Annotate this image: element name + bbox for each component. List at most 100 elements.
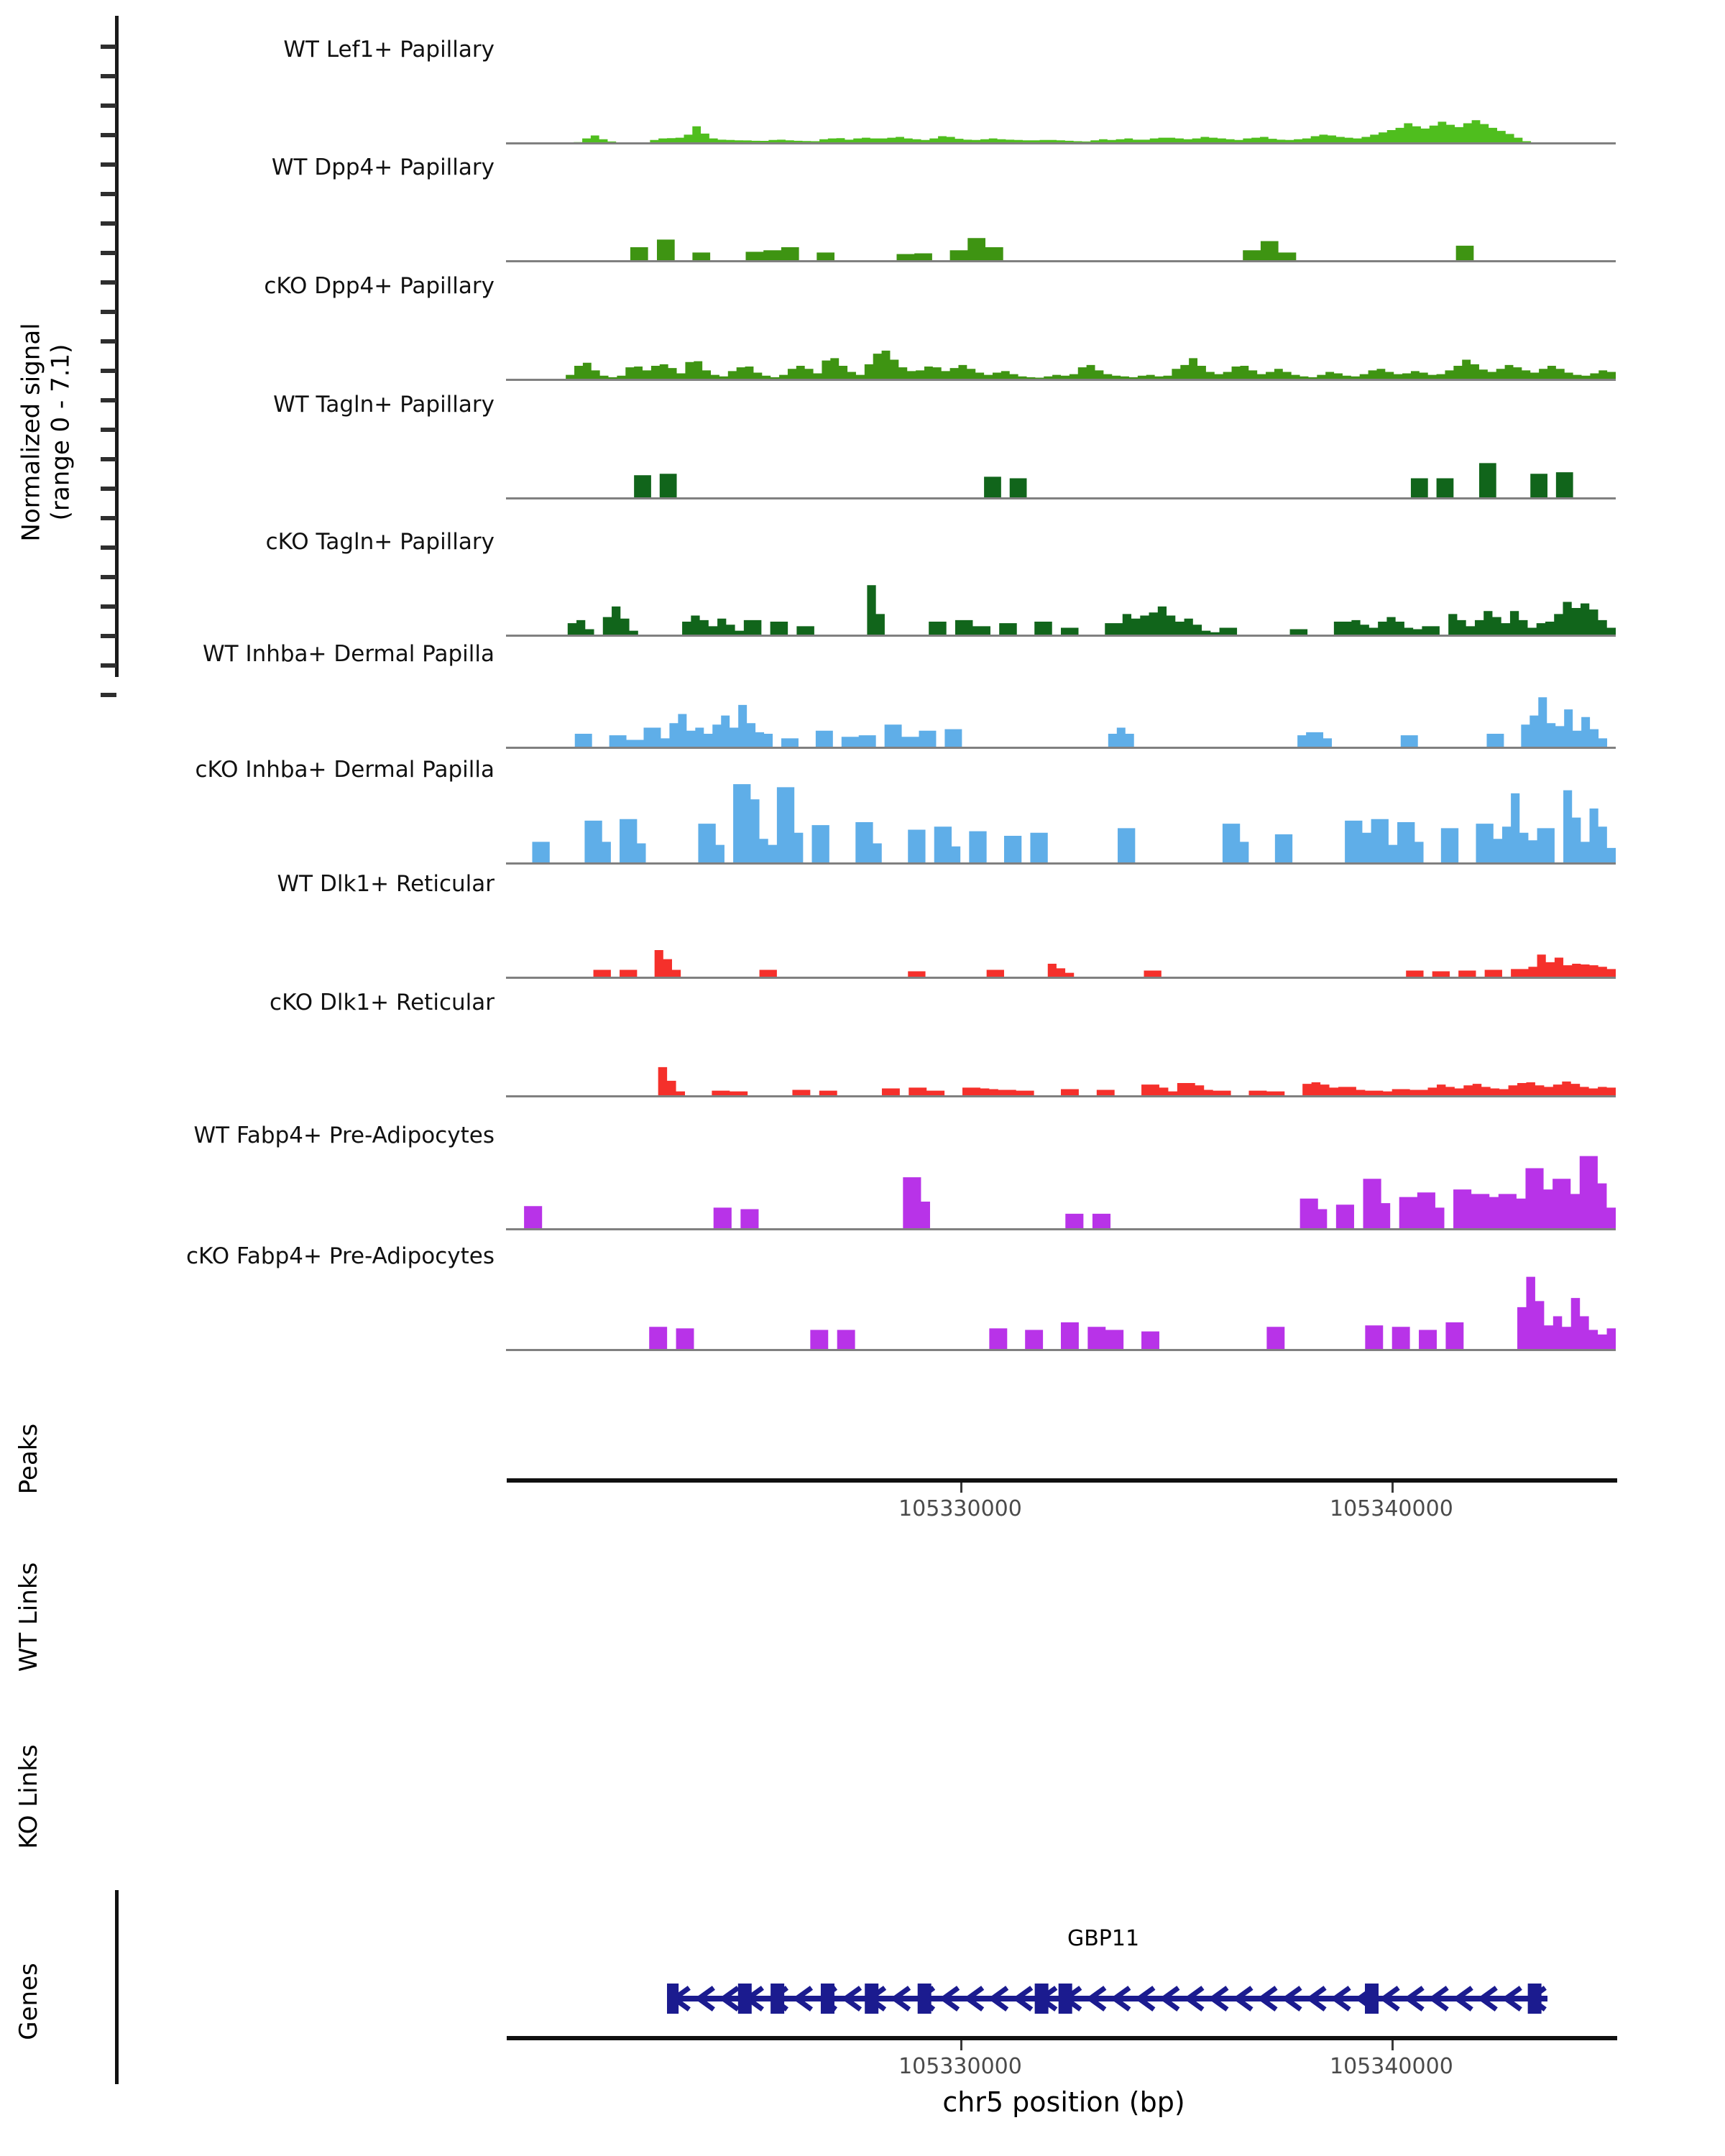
y-axis-tick: [101, 103, 116, 108]
gene-strand-arrow: [1427, 1986, 1449, 2012]
track-baseline: [506, 142, 1616, 144]
track-label: WT Inhba+ Dermal Papilla: [203, 641, 494, 667]
coverage-area: [506, 949, 1616, 977]
y-axis-tick: [101, 133, 116, 137]
gene-strand-arrow: [1281, 1986, 1302, 2012]
gene-axis-line: [507, 2036, 1617, 2040]
track-label: cKO Dlk1+ Reticular: [270, 990, 494, 1015]
gene-exon-block: [1527, 1984, 1542, 2014]
coverage-track[interactable]: [506, 529, 1616, 637]
gene-strand-arrow: [963, 1986, 985, 2012]
gene-strand-arrow: [1159, 1986, 1180, 2012]
gene-exon-block: [917, 1984, 932, 2014]
y-axis-spine: [115, 16, 119, 677]
y-axis-tick: [101, 428, 116, 432]
track-baseline: [506, 1228, 1616, 1230]
track-baseline: [506, 260, 1616, 262]
gene-strand-arrow: [1208, 1986, 1229, 2012]
gene-strand-arrow: [1403, 1986, 1425, 2012]
x-axis-tick-label: 105330000: [898, 1496, 1022, 1521]
coverage-area: [506, 784, 1616, 863]
coverage-area: [506, 238, 1616, 261]
gene-strand-arrow: [1476, 1986, 1498, 2012]
track-baseline: [506, 977, 1616, 979]
coverage-track[interactable]: [506, 1123, 1616, 1230]
y-axis-label-line2: (range 0 - 7.1): [47, 344, 75, 521]
coverage-track[interactable]: [506, 273, 1616, 381]
gene-exon-block: [865, 1984, 879, 2014]
gene-strand-arrow: [988, 1986, 1009, 2012]
y-axis-tick: [101, 369, 116, 373]
x-axis-tick-label: 105330000: [898, 2054, 1022, 2079]
gene-strand-arrow: [890, 1986, 911, 2012]
gene-model-gbp11[interactable]: [665, 1982, 1547, 2015]
gene-model-svg: [665, 1984, 1547, 2014]
track-label: cKO Tagln+ Papillary: [265, 529, 494, 555]
y-axis-tick: [101, 663, 116, 668]
x-axis-tick: [960, 1483, 962, 1493]
track-baseline: [506, 497, 1616, 499]
gene-strand-arrow: [939, 1986, 960, 2012]
gene-strand-arrow: [719, 1986, 740, 2012]
genes-section-spine: [115, 1890, 119, 2084]
gene-exon-block: [820, 1984, 834, 2014]
track-baseline: [506, 635, 1616, 637]
x-axis-tick-label: 105340000: [1329, 1496, 1453, 1521]
y-axis-tick: [101, 487, 116, 491]
coverage-track[interactable]: [506, 641, 1616, 749]
section-label-genes: Genes: [14, 1963, 43, 2040]
coverage-area: [506, 120, 1616, 143]
gene-exon-block: [737, 1984, 752, 2014]
y-axis-tick: [101, 74, 116, 78]
gene-strand-arrow: [1085, 1986, 1107, 2012]
gene-strand-arrow: [1134, 1986, 1156, 2012]
y-axis-tick: [101, 162, 116, 167]
gene-exon-block: [1365, 1984, 1379, 2014]
coverage-area: [506, 463, 1616, 498]
gene-strand-arrow: [1452, 1986, 1473, 2012]
track-label: WT Lef1+ Papillary: [283, 37, 494, 63]
y-axis-tick: [101, 575, 116, 579]
coverage-area: [506, 350, 1616, 379]
coverage-track[interactable]: [506, 392, 1616, 499]
coverage-track[interactable]: [506, 990, 1616, 1097]
coverage-track[interactable]: [506, 757, 1616, 865]
y-axis-tick: [101, 604, 116, 609]
coverage-area: [506, 697, 1616, 747]
section-label-ko-links: KO Links: [14, 1744, 43, 1849]
track-label: WT Dpp4+ Papillary: [271, 155, 494, 180]
track-baseline: [506, 747, 1616, 749]
track-baseline: [506, 862, 1616, 865]
track-label: WT Tagln+ Papillary: [273, 392, 494, 418]
y-axis-tick: [101, 398, 116, 402]
gene-strand-arrow: [1379, 1986, 1400, 2012]
x-axis-label: chr5 position (bp): [942, 2086, 1185, 2118]
coverage-track[interactable]: [506, 37, 1616, 144]
y-axis-tick: [101, 251, 116, 255]
y-axis-label: Normalized signal (range 0 - 7.1): [17, 231, 77, 633]
peaks-axis-line: [507, 1478, 1617, 1483]
gene-strand-arrow: [841, 1986, 862, 2012]
y-axis-tick: [101, 45, 116, 49]
x-axis-tick-label: 105340000: [1329, 2054, 1453, 2079]
y-axis-tick: [101, 221, 116, 226]
gene-strand-arrow: [1012, 1986, 1034, 2012]
y-axis-tick: [101, 545, 116, 550]
y-axis-tick: [101, 280, 116, 285]
coverage-track[interactable]: [506, 155, 1616, 262]
section-label-wt-links: WT Links: [14, 1562, 43, 1672]
coverage-track[interactable]: [506, 871, 1616, 979]
coverage-area: [506, 1276, 1616, 1350]
coverage-track[interactable]: [506, 1243, 1616, 1351]
gene-strand-arrow: [694, 1986, 715, 2012]
coverage-area: [506, 585, 1616, 635]
gene-exon-block: [770, 1984, 785, 2014]
gene-exon-block: [665, 1984, 679, 2014]
coverage-area: [506, 1067, 1616, 1096]
track-label: WT Dlk1+ Reticular: [277, 871, 494, 897]
track-label: WT Fabp4+ Pre-Adipocytes: [193, 1123, 495, 1148]
x-axis-tick: [1391, 2040, 1394, 2050]
section-label-peaks: Peaks: [14, 1423, 43, 1495]
y-axis-label-line1: Normalized signal: [17, 323, 46, 542]
